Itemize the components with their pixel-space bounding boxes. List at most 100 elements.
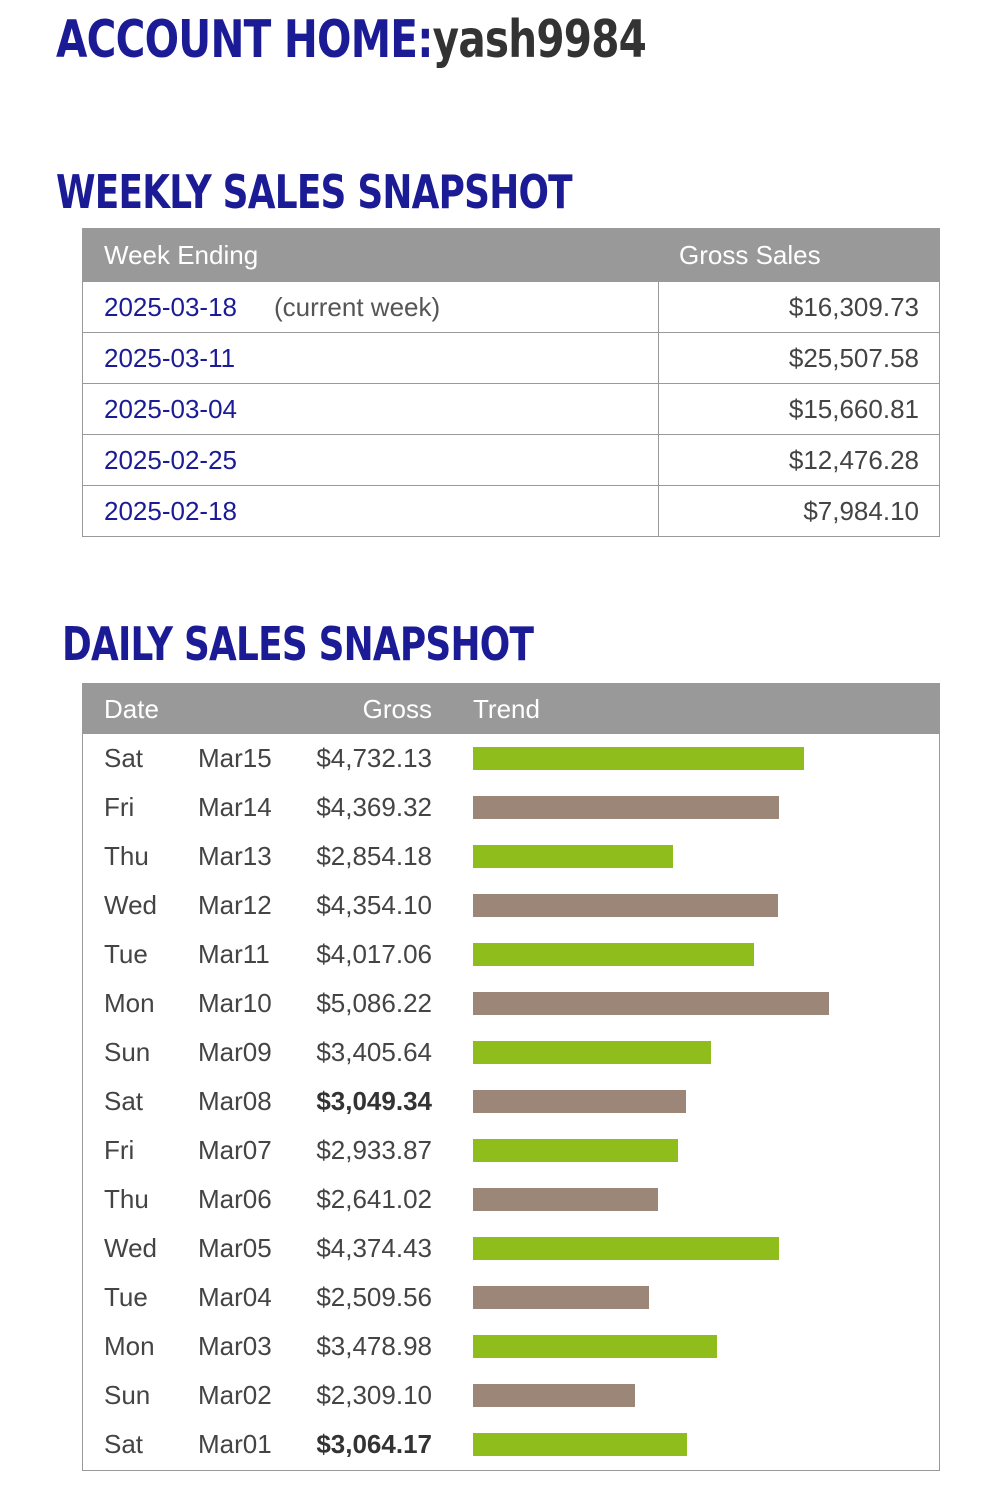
trend-bar — [473, 796, 779, 819]
trend-bar — [473, 1237, 779, 1260]
day-date: Mar05 — [198, 1233, 272, 1263]
gross-sales-value: $16,309.73 — [788, 292, 919, 322]
day-gross-value: $5,086.22 — [316, 988, 432, 1018]
page-title-label: ACCOUNT HOME: — [56, 10, 433, 70]
day-gross-value: $4,354.10 — [316, 890, 432, 920]
username: yash9984 — [432, 10, 647, 70]
trend-bar — [473, 1286, 649, 1309]
trend-bar — [473, 845, 673, 868]
trend-bar — [473, 1188, 658, 1211]
trend-bar — [473, 1335, 717, 1358]
week-ending-link[interactable]: 2025-02-18 — [104, 496, 237, 526]
list-item: Mon Mar03 $3,478.98 — [83, 1322, 939, 1371]
day-of-week: Thu — [104, 1184, 149, 1214]
day-date: Mar10 — [198, 988, 272, 1018]
day-of-week: Wed — [104, 890, 157, 920]
day-gross-value: $3,064.17 — [316, 1429, 432, 1459]
day-date: Mar09 — [198, 1037, 272, 1067]
day-gross-value: $2,641.02 — [316, 1184, 432, 1214]
list-item: Tue Mar04 $2,509.56 — [83, 1273, 939, 1322]
day-of-week: Mon — [104, 988, 155, 1018]
day-date: Mar14 — [198, 792, 272, 822]
current-week-note: (current week) — [274, 292, 441, 322]
day-of-week: Tue — [104, 1282, 148, 1312]
column-header-date: Date — [104, 694, 159, 724]
list-item: Sat Mar15 $4,732.13 — [83, 734, 939, 783]
day-date: Mar15 — [198, 743, 272, 773]
day-of-week: Mon — [104, 1331, 155, 1361]
trend-bar — [473, 1139, 678, 1162]
trend-bar — [473, 1384, 635, 1407]
day-gross-value: $2,309.10 — [316, 1380, 432, 1410]
table-row: 2025-03-11 $25,507.58 — [83, 332, 939, 383]
table-row: 2025-03-04 $15,660.81 — [83, 383, 939, 434]
day-of-week: Sun — [104, 1037, 151, 1067]
table-row: 2025-02-18 $7,984.10 — [83, 485, 939, 536]
column-divider — [658, 282, 659, 332]
column-divider — [658, 333, 659, 383]
column-header-gross: Gross — [362, 694, 432, 724]
list-item: Thu Mar06 $2,641.02 — [83, 1175, 939, 1224]
day-gross-value: $4,369.32 — [316, 792, 432, 822]
list-item: Mon Mar10 $5,086.22 — [83, 979, 939, 1028]
day-date: Mar04 — [198, 1282, 272, 1312]
column-header-trend: Trend — [473, 694, 540, 724]
list-item: Tue Mar11 $4,017.06 — [83, 930, 939, 979]
list-item: Wed Mar12 $4,354.10 — [83, 881, 939, 930]
trend-bar — [473, 1041, 711, 1064]
day-gross-value: $4,374.43 — [316, 1233, 432, 1263]
gross-sales-value: $25,507.58 — [788, 343, 919, 373]
column-divider — [658, 435, 659, 485]
list-item: Sat Mar01 $3,064.17 — [83, 1420, 939, 1469]
trend-bar — [473, 992, 829, 1015]
daily-sales-table: Date Gross Trend Sat Mar15 $4,732.13 Fri Mar… — [82, 683, 940, 1471]
day-date: Mar03 — [198, 1331, 272, 1361]
list-item: Sat Mar08 $3,049.34 — [83, 1077, 939, 1126]
list-item: Fri Mar14 $4,369.32 — [83, 783, 939, 832]
week-ending-link[interactable]: 2025-03-11 — [104, 343, 236, 373]
week-ending-link[interactable]: 2025-03-18 — [104, 292, 237, 322]
day-date: Mar08 — [198, 1086, 272, 1116]
day-gross-value: $4,732.13 — [316, 743, 432, 773]
list-item: Sun Mar09 $3,405.64 — [83, 1028, 939, 1077]
page-title: ACCOUNT HOME:yash9984 — [56, 2, 647, 78]
table-row: 2025-02-25 $12,476.28 — [83, 434, 939, 485]
trend-bar — [473, 943, 754, 966]
gross-sales-value: $15,660.81 — [788, 394, 919, 424]
day-of-week: Fri — [104, 792, 135, 822]
trend-bar — [473, 1090, 686, 1113]
day-date: Mar06 — [198, 1184, 272, 1214]
day-date: Mar01 — [198, 1429, 272, 1459]
week-ending-link[interactable]: 2025-02-25 — [104, 445, 237, 475]
day-of-week: Thu — [104, 841, 149, 871]
day-of-week: Sat — [104, 1086, 144, 1116]
day-date: Mar02 — [198, 1380, 272, 1410]
day-gross-value: $4,017.06 — [316, 939, 432, 969]
day-gross-value: $2,854.18 — [316, 841, 432, 871]
day-date: Mar13 — [198, 841, 272, 871]
column-divider — [658, 384, 659, 434]
week-ending-link[interactable]: 2025-03-04 — [104, 394, 237, 424]
day-of-week: Sat — [104, 1429, 144, 1459]
day-of-week: Tue — [104, 939, 148, 969]
weekly-sales-table: Week Ending Gross Sales 2025-03-18 (curre… — [82, 228, 940, 537]
day-date: Mar11 — [198, 939, 270, 969]
day-gross-value: $3,478.98 — [316, 1331, 432, 1361]
day-of-week: Fri — [104, 1135, 135, 1165]
day-of-week: Sun — [104, 1380, 151, 1410]
day-gross-value: $2,933.87 — [316, 1135, 432, 1165]
day-gross-value: $2,509.56 — [316, 1282, 432, 1312]
day-date: Mar12 — [198, 890, 272, 920]
trend-bar — [473, 1433, 687, 1456]
list-item: Sun Mar02 $2,309.10 — [83, 1371, 939, 1420]
trend-bar — [473, 894, 778, 917]
gross-sales-value: $12,476.28 — [788, 445, 919, 475]
list-item: Thu Mar13 $2,854.18 — [83, 832, 939, 881]
day-gross-value: $3,405.64 — [316, 1037, 432, 1067]
daily-sales-title: DAILY SALES SNAPSHOT — [62, 617, 534, 671]
column-header-week-ending: Week Ending — [104, 240, 259, 270]
column-header-gross-sales: Gross Sales — [679, 240, 821, 270]
trend-bar — [473, 747, 804, 770]
weekly-table-header: Week Ending Gross Sales — [83, 229, 939, 281]
day-of-week: Wed — [104, 1233, 157, 1263]
